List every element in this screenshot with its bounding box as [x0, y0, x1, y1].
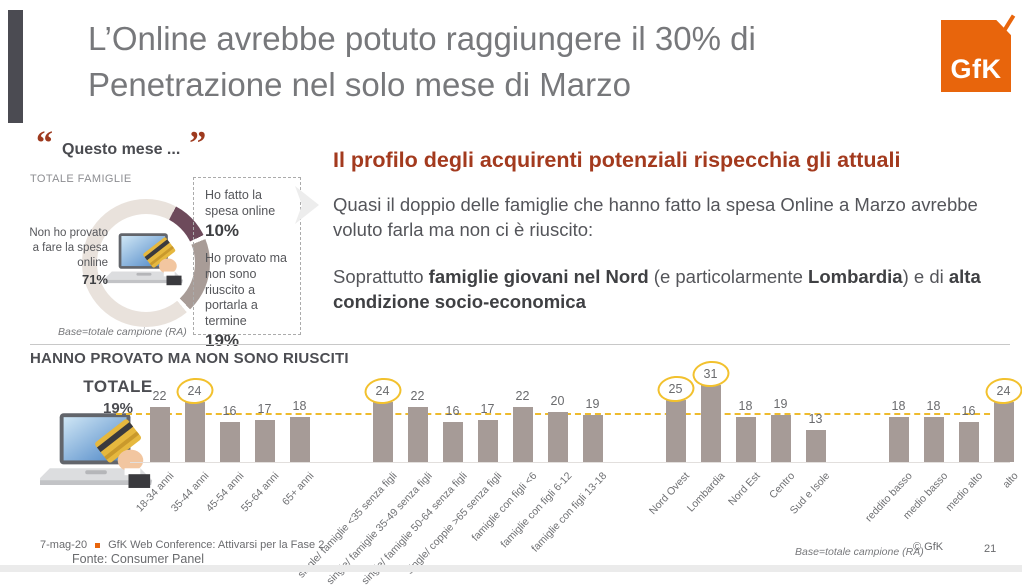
section-divider: [30, 344, 1010, 345]
gfk-logo: GfK: [941, 14, 1013, 92]
bar: [771, 415, 791, 463]
base-note-bar-chart: Base=totale campione (RA): [795, 546, 924, 558]
quote-close-icon: ”: [189, 144, 206, 156]
bar: [185, 402, 205, 462]
bar: [373, 402, 393, 462]
quote-open-icon: “: [36, 144, 53, 156]
footer-date: 7-mag-20: [40, 539, 87, 551]
bar: [220, 422, 240, 462]
bottom-strip: [0, 565, 1022, 572]
callout-item2-value: 19%: [205, 331, 292, 351]
callout-item1-label: Ho fatto la spesa online: [205, 188, 292, 219]
p2-mid1: (e particolarmente: [649, 266, 808, 287]
footer-bullet-icon: [95, 543, 100, 548]
p2-mid2: ) e di: [903, 266, 949, 287]
donut-left-text: Non ho provato a fare la spesa online: [29, 227, 108, 269]
page-title: L’Online avrebbe potuto raggiungere il 3…: [88, 16, 888, 107]
bar-value-label: 17: [466, 402, 510, 416]
bar: [994, 402, 1014, 462]
x-axis-label: Nord Est: [726, 470, 763, 508]
insight-heading: Il profilo degli acquirenti potenziali r…: [333, 148, 1022, 173]
callout-item1-value: 10%: [205, 221, 292, 241]
x-axis-label: alto: [1000, 470, 1020, 491]
bar: [255, 420, 275, 463]
bar-value-label: 31: [689, 367, 733, 381]
p2-bold-nord: famiglie giovani nel Nord: [429, 266, 649, 287]
bar: [666, 400, 686, 463]
page-number: 21: [984, 543, 996, 555]
bar: [736, 417, 756, 462]
x-axis-label: Nord Ovest: [647, 470, 692, 517]
gfk-logo-text: GfK: [941, 54, 1011, 85]
bar: [408, 407, 428, 462]
bar: [701, 385, 721, 463]
laptop-shopping-icon: [105, 230, 187, 296]
gfk-logo-slash: [1001, 15, 1016, 35]
bar-value-label: 22: [396, 389, 440, 403]
bar-value-label: 25: [654, 382, 698, 396]
callout-item2-label: Ho provato ma non sono riuscito a portar…: [205, 251, 292, 329]
footer-source: Fonte: Consumer Panel: [72, 552, 204, 566]
quote-header: “ Questo mese ... ”: [36, 141, 206, 159]
p2-bold-lombardia: Lombardia: [808, 266, 903, 287]
bar-value-label: 18: [278, 399, 322, 413]
x-axis-label: 65+ anni: [280, 470, 316, 508]
donut-left-value: 71%: [26, 272, 108, 289]
donut-callout-box: Ho fatto la spesa online 10% Ho provato …: [193, 177, 301, 335]
p2-lead: Soprattutto: [333, 266, 429, 287]
title-accent-bar: [8, 10, 23, 123]
quote-text: Questo mese ...: [62, 141, 180, 159]
bar: [583, 415, 603, 463]
bar-value-label: 24: [173, 384, 217, 398]
x-axis-label: famiglie con figli <6: [469, 470, 539, 544]
bar: [443, 422, 463, 462]
bar: [150, 407, 170, 462]
bar-value-label: 13: [794, 412, 838, 426]
bar: [889, 417, 909, 462]
arrow-right-icon: [295, 186, 319, 224]
bar: [959, 422, 979, 462]
bar: [548, 412, 568, 462]
bar: [806, 430, 826, 463]
donut-segment-label-left: Non ho provato a fare la spesa online 71…: [26, 226, 108, 289]
bar-value-label: 19: [759, 397, 803, 411]
bar-value-label: 19: [571, 397, 615, 411]
bar: [513, 407, 533, 462]
insight-paragraph-1: Quasi il doppio delle famiglie che hanno…: [333, 193, 993, 243]
footer-copyright: © GfK: [913, 541, 943, 553]
footer-event: GfK Web Conference: Attivarsi per la Fas…: [108, 539, 324, 551]
insight-paragraph-2: Soprattutto famiglie giovani nel Nord (e…: [333, 265, 993, 315]
x-axis-label: Centro: [767, 470, 797, 501]
bar: [924, 417, 944, 462]
bar-chart-title: HANNO PROVATO MA NON SONO RIUSCITI: [30, 350, 349, 367]
base-note-donut: Base=totale campione (RA): [58, 326, 187, 338]
bar: [290, 417, 310, 462]
audience-label: TOTALE FAMIGLIE: [30, 173, 132, 185]
donut-hole: [97, 214, 195, 312]
footer-meta: 7-mag-20 GfK Web Conference: Attivarsi p…: [40, 539, 324, 551]
bar-value-label: 16: [947, 404, 991, 418]
bar: [478, 420, 498, 463]
bar-value-label: 24: [982, 384, 1022, 398]
